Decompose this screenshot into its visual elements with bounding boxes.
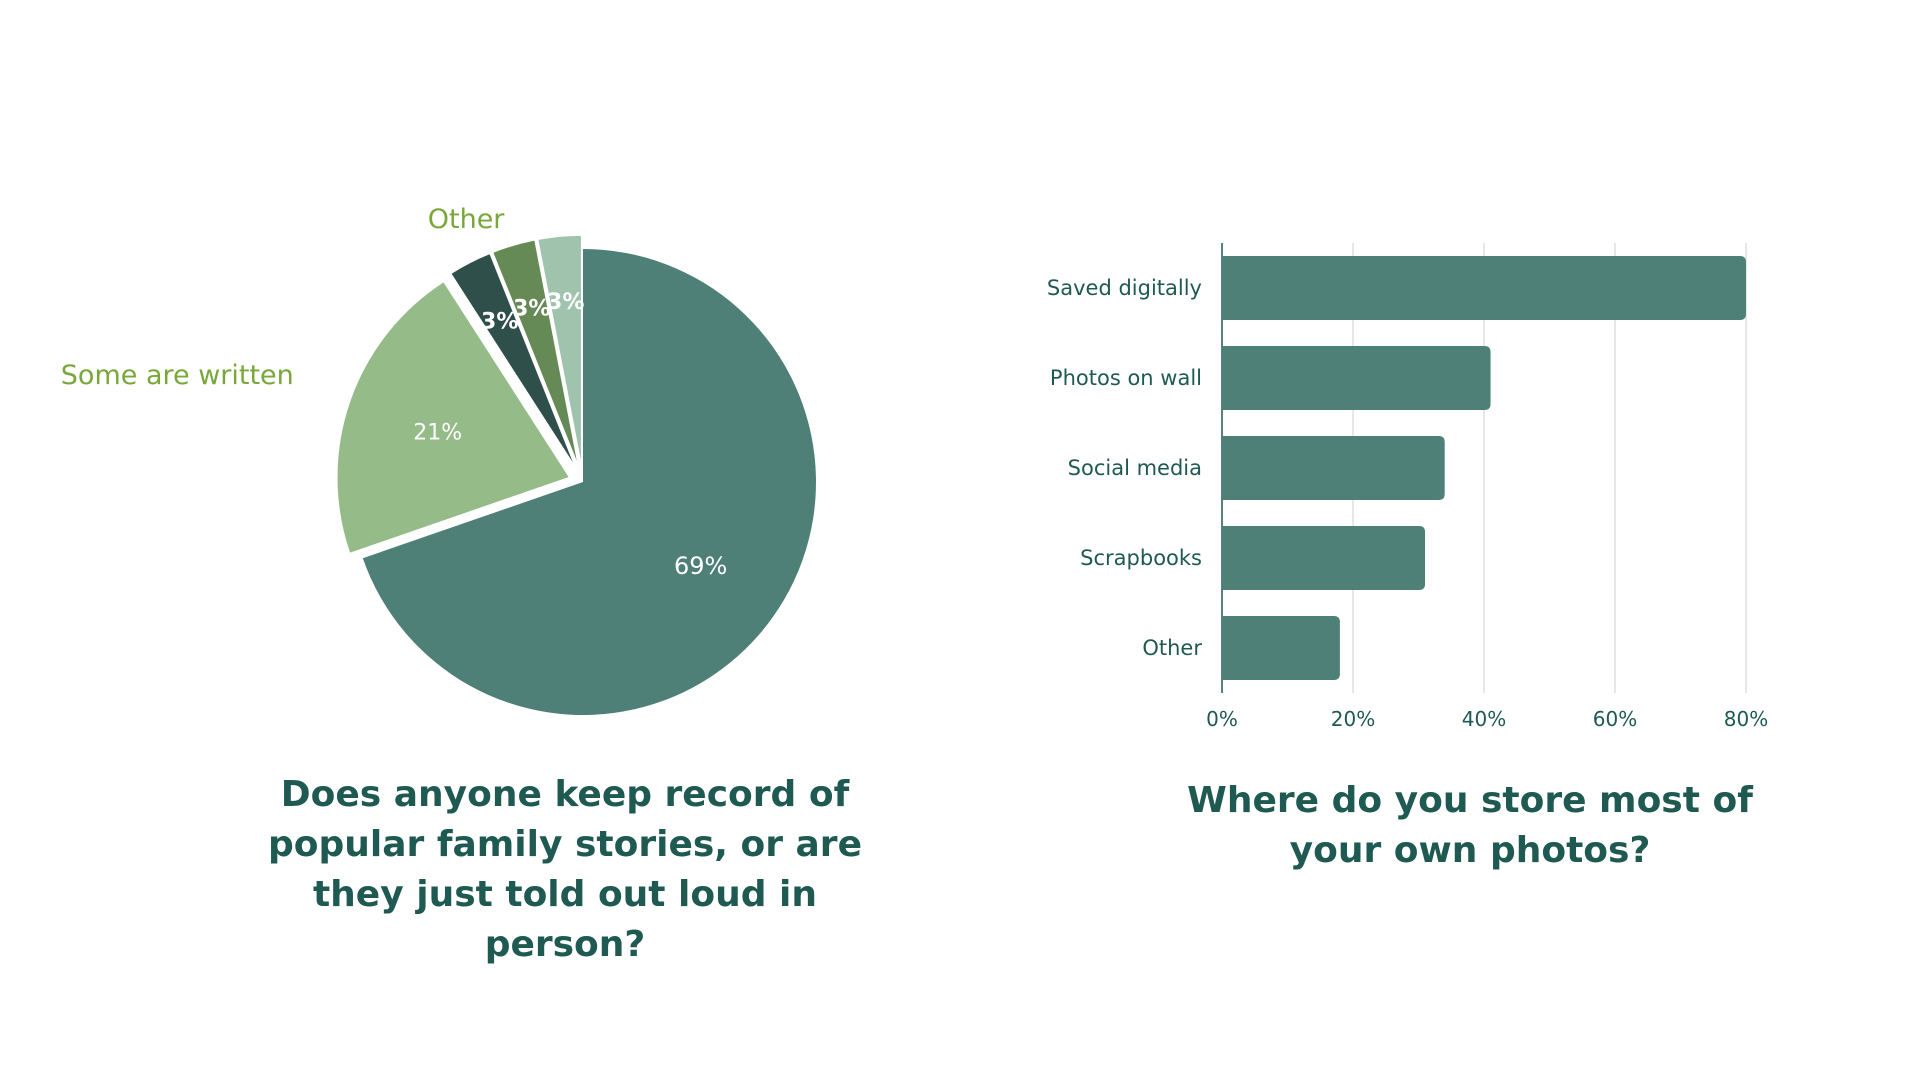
pie-slice-2 [449, 252, 578, 470]
pie-chart-title: Does anyone keep record of popular famil… [268, 774, 862, 965]
x-tick-label-3: 60% [1593, 707, 1637, 731]
category-label-3: Scrapbooks [1080, 546, 1202, 570]
category-label-0: Saved digitally [1047, 276, 1202, 300]
pie-slice-label-4: 3% [547, 290, 584, 315]
x-tick-label-4: 80% [1724, 707, 1768, 731]
pie-slice-4 [536, 234, 583, 469]
bar-2 [1222, 436, 1445, 500]
pie-callout-1: Some are written [61, 360, 294, 391]
category-label-2: Social media [1068, 456, 1202, 480]
pie-slice-label-1: 21% [413, 421, 462, 446]
x-tick-label-1: 20% [1331, 707, 1375, 731]
bar-1 [1222, 346, 1491, 410]
pie-slice-3 [491, 238, 580, 469]
bar-chart-title: Where do you store most of your own phot… [1187, 780, 1753, 871]
x-tick-label-0: 0% [1206, 707, 1238, 731]
pie-group-callout-0: Other [428, 204, 506, 235]
bar-4 [1222, 616, 1340, 680]
bar-chart: 0% 20% 40% 60% 80% Saved digitally Photos on w… [1047, 243, 1768, 731]
bar-3 [1222, 526, 1426, 590]
pie-slice-label-0: 69% [674, 552, 727, 580]
pie-slice-1 [336, 280, 571, 555]
category-label-4: Other [1142, 636, 1202, 660]
pie-slice-0 [362, 249, 816, 715]
category-label-1: Photos on wall [1050, 366, 1202, 390]
bar-0 [1222, 256, 1746, 320]
pie-slice-label-2: 3% [481, 309, 518, 334]
pie-slice-label-3: 3% [513, 297, 550, 322]
x-tick-label-2: 40% [1462, 707, 1506, 731]
